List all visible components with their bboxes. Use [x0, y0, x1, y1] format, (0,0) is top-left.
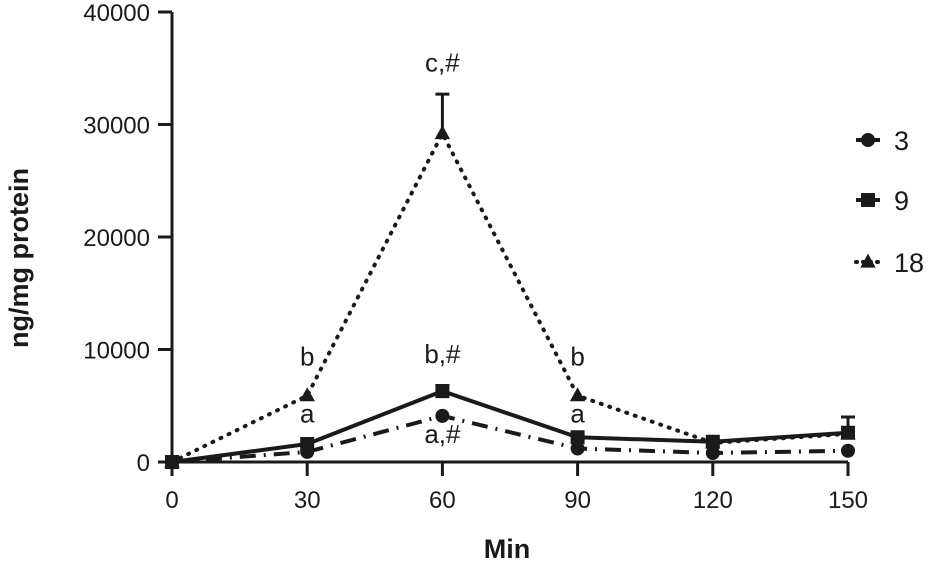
x-tick-label: 0	[165, 487, 178, 514]
legend-marker-18	[860, 253, 876, 268]
series-line-3	[171, 413, 849, 464]
y-axis-title: ng/mg protein	[4, 168, 34, 348]
significance-label: c,#	[425, 48, 460, 78]
data-point-18	[164, 453, 180, 468]
significance-label: a	[300, 399, 315, 429]
annotations: bac,#b,#a,#ba	[300, 48, 585, 449]
error-bars	[435, 92, 855, 433]
data-point-3	[705, 446, 720, 460]
y-tick-label: 10000	[83, 338, 150, 365]
significance-label: b	[300, 341, 314, 371]
significance-label: b,#	[424, 339, 461, 369]
legend-label-3: 3	[894, 126, 909, 156]
series-line-9	[171, 389, 849, 464]
y-tick-label: 40000	[83, 0, 150, 27]
x-tick-label: 90	[564, 487, 591, 514]
x-tick-label: 150	[828, 487, 868, 514]
data-point-9	[570, 430, 585, 445]
data-point-18	[840, 425, 856, 440]
data-point-18	[705, 434, 721, 449]
y-tick-label: 30000	[83, 113, 150, 140]
legend-marker-9	[861, 193, 875, 207]
legend-label-18: 18	[894, 248, 924, 278]
data-point-3	[435, 408, 450, 423]
data-point-3	[570, 441, 585, 456]
x-tick-label: 30	[294, 487, 321, 514]
data-point-9	[300, 437, 315, 451]
data-point-3	[841, 443, 855, 458]
y-tick-label: 20000	[83, 225, 150, 252]
y-tick-label: 0	[137, 450, 150, 477]
series-lines	[170, 131, 850, 464]
significance-label: a	[570, 399, 585, 429]
x-tick-label: 120	[693, 487, 733, 514]
axes: 0 10000 20000 30000 40000 0 30 60 90 120 150	[83, 0, 868, 514]
legend-label-9: 9	[894, 186, 909, 216]
data-point-18	[299, 387, 315, 402]
data-markers	[164, 125, 856, 469]
significance-label: a,#	[424, 419, 461, 449]
data-point-18	[434, 125, 451, 140]
data-point-9	[435, 384, 450, 399]
x-tick-label: 60	[429, 487, 456, 514]
legend-marker-3	[861, 133, 875, 147]
data-point-18	[569, 387, 586, 402]
series-line-18	[170, 131, 850, 464]
significance-label: b	[570, 341, 584, 371]
x-axis-title: Min	[484, 534, 531, 562]
legend: 3 9 18	[854, 126, 924, 278]
